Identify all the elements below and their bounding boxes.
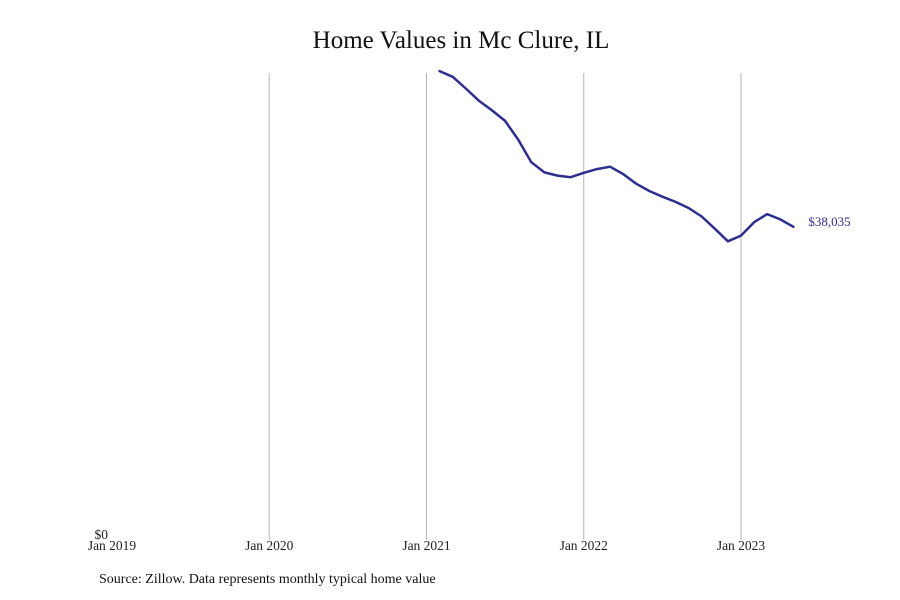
series-line-0 — [438, 69, 795, 243]
x-tick-label: Jan 2019 — [88, 538, 137, 553]
x-tick-label: Jan 2021 — [402, 538, 450, 553]
gridlines — [268, 73, 742, 540]
labels: $38,035 — [808, 214, 850, 229]
x-tick-label: Jan 2020 — [245, 538, 294, 553]
chart-title: Home Values in Mc Clure, IL — [312, 27, 610, 54]
y-tick-label: $0 — [95, 527, 109, 542]
axis-ticks: Jan 2019 Jan 2020 Jan 2021 Jan 2022 Jan 2023… — [88, 527, 766, 553]
source-note: Source: Zillow. Data represents monthly … — [99, 572, 436, 587]
x-tick-label: Jan 2023 — [717, 538, 766, 553]
x-tick-label: Jan 2022 — [560, 538, 608, 553]
series-layer — [438, 69, 795, 243]
end-value-label: $38,035 — [808, 214, 850, 229]
